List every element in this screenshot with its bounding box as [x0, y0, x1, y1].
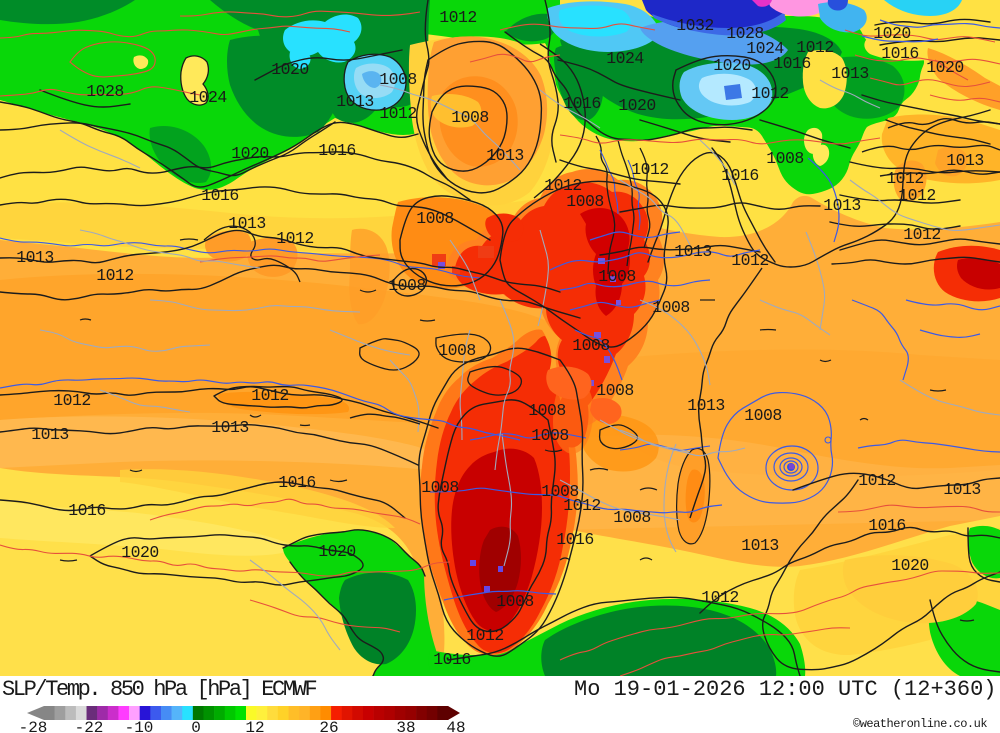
svg-text:0: 0: [191, 719, 201, 733]
svg-text:1013: 1013: [946, 151, 984, 170]
svg-text:1008: 1008: [541, 482, 579, 501]
svg-text:1016: 1016: [721, 166, 759, 185]
svg-text:Mo 19-01-2026 12:00 UTC (12+36: Mo 19-01-2026 12:00 UTC (12+360): [574, 677, 996, 702]
svg-text:1008: 1008: [451, 108, 489, 127]
svg-text:1008: 1008: [496, 592, 534, 611]
svg-text:1012: 1012: [631, 160, 669, 179]
svg-text:1016: 1016: [563, 94, 601, 113]
svg-text:1008: 1008: [528, 401, 566, 420]
svg-text:1012: 1012: [731, 251, 769, 270]
svg-text:1016: 1016: [68, 501, 106, 520]
svg-text:1024: 1024: [606, 49, 644, 68]
svg-text:1012: 1012: [276, 229, 314, 248]
svg-text:1016: 1016: [278, 473, 316, 492]
svg-text:-22: -22: [75, 719, 104, 733]
svg-text:1020: 1020: [618, 96, 656, 115]
svg-text:1012: 1012: [886, 169, 924, 188]
svg-text:1012: 1012: [439, 8, 477, 27]
svg-text:48: 48: [446, 719, 465, 733]
svg-text:1020: 1020: [271, 60, 309, 79]
svg-text:1012: 1012: [796, 38, 834, 57]
svg-text:1008: 1008: [744, 406, 782, 425]
svg-text:1020: 1020: [318, 542, 356, 561]
svg-text:1012: 1012: [466, 626, 504, 645]
svg-text:1008: 1008: [596, 381, 634, 400]
svg-text:1013: 1013: [211, 418, 249, 437]
svg-text:1016: 1016: [868, 516, 906, 535]
svg-text:1013: 1013: [336, 92, 374, 111]
svg-text:1008: 1008: [652, 298, 690, 317]
svg-text:1028: 1028: [86, 82, 124, 101]
svg-text:-28: -28: [19, 719, 48, 733]
svg-text:1008: 1008: [566, 192, 604, 211]
svg-text:©weatheronline.co.uk: ©weatheronline.co.uk: [853, 717, 987, 731]
svg-text:1008: 1008: [613, 508, 651, 527]
svg-text:1016: 1016: [773, 54, 811, 73]
svg-text:38: 38: [396, 719, 415, 733]
svg-text:1012: 1012: [701, 588, 739, 607]
svg-text:1020: 1020: [891, 556, 929, 575]
svg-text:1012: 1012: [898, 186, 936, 205]
svg-text:1012: 1012: [563, 496, 601, 515]
svg-text:1013: 1013: [831, 64, 869, 83]
svg-text:1013: 1013: [943, 480, 981, 499]
svg-text:1012: 1012: [53, 391, 91, 410]
svg-text:1013: 1013: [687, 396, 725, 415]
svg-text:1024: 1024: [746, 39, 784, 58]
svg-text:1013: 1013: [16, 248, 54, 267]
svg-text:1013: 1013: [31, 425, 69, 444]
svg-text:1012: 1012: [251, 386, 289, 405]
svg-text:1012: 1012: [751, 84, 789, 103]
svg-text:1020: 1020: [121, 543, 159, 562]
svg-text:1016: 1016: [556, 530, 594, 549]
svg-text:1008: 1008: [531, 426, 569, 445]
svg-text:1020: 1020: [873, 24, 911, 43]
svg-text:1016: 1016: [433, 650, 471, 669]
svg-text:1013: 1013: [823, 196, 861, 215]
svg-text:1008: 1008: [572, 336, 610, 355]
svg-text:1013: 1013: [741, 536, 779, 555]
svg-text:1013: 1013: [486, 146, 524, 165]
svg-text:1013: 1013: [674, 242, 712, 261]
svg-text:1016: 1016: [201, 186, 239, 205]
svg-text:1016: 1016: [881, 44, 919, 63]
svg-text:1008: 1008: [379, 70, 417, 89]
svg-text:1020: 1020: [926, 58, 964, 77]
svg-text:12: 12: [245, 719, 264, 733]
svg-text:1020: 1020: [713, 56, 751, 75]
svg-text:1012: 1012: [544, 176, 582, 195]
svg-text:1020: 1020: [231, 144, 269, 163]
svg-text:1008: 1008: [421, 478, 459, 497]
svg-text:26: 26: [319, 719, 338, 733]
svg-text:SLP/Temp. 850 hPa [hPa] ECMWF: SLP/Temp. 850 hPa [hPa] ECMWF: [2, 677, 316, 702]
svg-text:1008: 1008: [598, 267, 636, 286]
svg-text:1012: 1012: [903, 225, 941, 244]
svg-text:1032: 1032: [676, 16, 714, 35]
svg-text:1012: 1012: [96, 266, 134, 285]
svg-text:1008: 1008: [388, 276, 426, 295]
svg-text:1012: 1012: [858, 471, 896, 490]
svg-text:1008: 1008: [416, 209, 454, 228]
svg-text:1028: 1028: [726, 24, 764, 43]
svg-text:-10: -10: [125, 719, 154, 733]
svg-text:1016: 1016: [318, 141, 356, 160]
svg-text:1024: 1024: [189, 88, 227, 107]
svg-text:1012: 1012: [379, 104, 417, 123]
svg-text:1013: 1013: [228, 214, 266, 233]
svg-text:1008: 1008: [438, 341, 476, 360]
svg-text:1008: 1008: [766, 149, 804, 168]
